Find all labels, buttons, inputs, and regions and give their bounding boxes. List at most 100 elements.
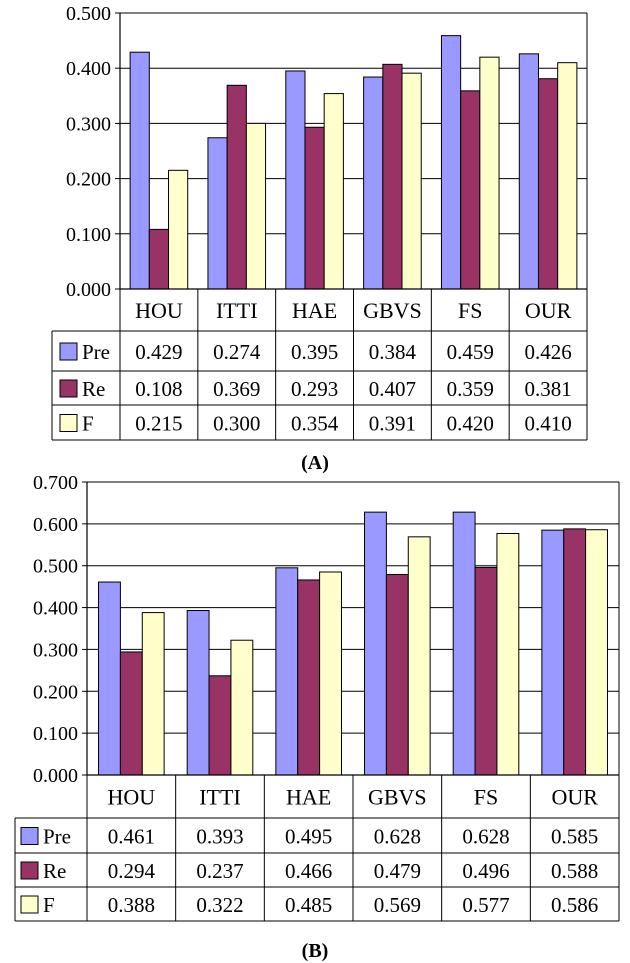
data-label-f: 0.410 xyxy=(524,412,571,436)
legend-label-re: Re xyxy=(82,377,105,401)
data-label-re: 0.294 xyxy=(108,859,156,883)
legend-swatch-re xyxy=(20,861,39,880)
bar-pre-hou xyxy=(98,581,121,776)
data-label-pre: 0.395 xyxy=(291,340,338,364)
y-tick-label: 0.500 xyxy=(66,3,111,25)
panel-caption: (A) xyxy=(301,452,329,474)
data-label-re: 0.369 xyxy=(213,377,260,401)
data-label-pre: 0.429 xyxy=(135,340,182,364)
data-label-f: 0.577 xyxy=(462,893,509,917)
x-category-label: ITTI xyxy=(216,298,258,323)
data-label-f: 0.215 xyxy=(135,412,182,436)
data-label-f: 0.420 xyxy=(447,412,494,436)
data-label-pre: 0.384 xyxy=(369,340,417,364)
bar-re-fs xyxy=(474,566,498,776)
bar-re-itti xyxy=(226,84,247,290)
y-tick-label: 0.700 xyxy=(33,472,78,494)
data-label-re: 0.496 xyxy=(462,859,509,883)
y-tick-label: 0.200 xyxy=(66,169,111,191)
y-tick-label: 0.400 xyxy=(66,58,111,80)
data-label-re: 0.381 xyxy=(524,377,571,401)
bar-re-gbvs xyxy=(382,63,403,290)
data-label-f: 0.391 xyxy=(369,412,416,436)
data-label-re: 0.237 xyxy=(196,859,243,883)
chart-panel-a: 0.000 0.100 0.200 0.300 0.400 0.500 HOU ITTI HAE… xyxy=(51,3,588,474)
bar-pre-hou xyxy=(129,51,150,290)
legend-label-f: F xyxy=(82,412,94,436)
data-label-pre: 0.628 xyxy=(374,825,421,849)
y-tick-label: 0.200 xyxy=(33,681,78,703)
data-label-pre: 0.426 xyxy=(524,340,571,364)
data-label-f: 0.586 xyxy=(551,893,598,917)
x-category-label: OUR xyxy=(525,298,572,323)
bar-f-fs xyxy=(479,56,500,290)
data-label-f: 0.569 xyxy=(374,893,421,917)
data-label-re: 0.588 xyxy=(551,859,598,883)
legend-label-f: F xyxy=(43,893,55,917)
bar-pre-fs xyxy=(440,35,462,290)
bar-f-hou xyxy=(141,612,165,776)
data-label-pre: 0.461 xyxy=(108,825,155,849)
x-category-label: GBVS xyxy=(368,785,427,810)
bar-re-hou xyxy=(119,651,143,776)
legend-label-pre: Pre xyxy=(43,825,71,849)
bar-pre-fs xyxy=(452,511,476,776)
y-tick-label: 0.100 xyxy=(66,224,111,246)
data-label-re: 0.108 xyxy=(135,377,182,401)
legend-swatch-f xyxy=(59,414,78,432)
data-label-pre: 0.274 xyxy=(213,340,261,364)
bar-pre-itti xyxy=(186,610,210,776)
bar-f-gbvs xyxy=(407,536,431,776)
bar-f-hae xyxy=(319,571,342,776)
legend-swatch-pre xyxy=(59,342,78,361)
legend-swatch-f xyxy=(20,895,39,914)
bar-pre-gbvs xyxy=(363,76,384,290)
bar-re-hae xyxy=(297,579,321,776)
y-tick-label: 0.400 xyxy=(33,598,78,620)
bar-pre-itti xyxy=(207,137,228,290)
data-label-pre: 0.628 xyxy=(462,825,509,849)
data-label-f: 0.485 xyxy=(285,893,332,917)
legend-swatch-pre xyxy=(20,827,39,845)
bar-f-fs xyxy=(496,532,520,776)
data-label-pre: 0.495 xyxy=(285,825,332,849)
plot-area xyxy=(120,13,587,289)
data-label-f: 0.388 xyxy=(108,893,155,917)
bar-pre-our xyxy=(541,529,565,776)
bar-pre-hae xyxy=(285,70,306,290)
data-label-f: 0.354 xyxy=(291,412,339,436)
bar-re-fs xyxy=(460,90,481,290)
y-tick-label: 0.500 xyxy=(33,556,78,578)
bar-pre-hae xyxy=(275,567,299,776)
bar-f-our xyxy=(557,62,578,290)
data-label-re: 0.407 xyxy=(369,377,416,401)
chart-panel-b: 0.000 0.100 0.200 0.300 0.400 0.500 0.600 0.700… xyxy=(14,472,620,962)
panel-caption: (B) xyxy=(302,940,329,962)
y-tick-label: 0.000 xyxy=(66,279,111,301)
y-tick-label: 0.600 xyxy=(33,514,78,536)
x-category-label: HAE xyxy=(292,298,337,323)
data-label-pre: 0.393 xyxy=(196,825,243,849)
plot-area xyxy=(87,482,619,775)
bar-pre-our xyxy=(518,53,539,290)
bar-re-our xyxy=(537,78,559,290)
x-category-label: HOU xyxy=(135,298,183,323)
bar-f-our xyxy=(585,529,608,776)
data-label-re: 0.293 xyxy=(291,377,338,401)
legend-label-pre: Pre xyxy=(82,340,110,364)
legend-swatch-re xyxy=(59,379,78,398)
bar-re-hou xyxy=(148,228,170,290)
x-category-label: HAE xyxy=(286,785,331,810)
bar-f-hae xyxy=(323,93,344,290)
bar-f-gbvs xyxy=(401,72,422,290)
y-tick-label: 0.100 xyxy=(33,723,78,745)
data-label-f: 0.322 xyxy=(196,893,243,917)
data-label-pre: 0.459 xyxy=(447,340,494,364)
data-label-re: 0.359 xyxy=(447,377,494,401)
x-category-label: FS xyxy=(458,298,482,323)
data-label-re: 0.466 xyxy=(285,859,332,883)
bar-re-gbvs xyxy=(385,574,409,776)
bar-re-our xyxy=(563,528,587,776)
x-category-label: HOU xyxy=(107,785,155,810)
